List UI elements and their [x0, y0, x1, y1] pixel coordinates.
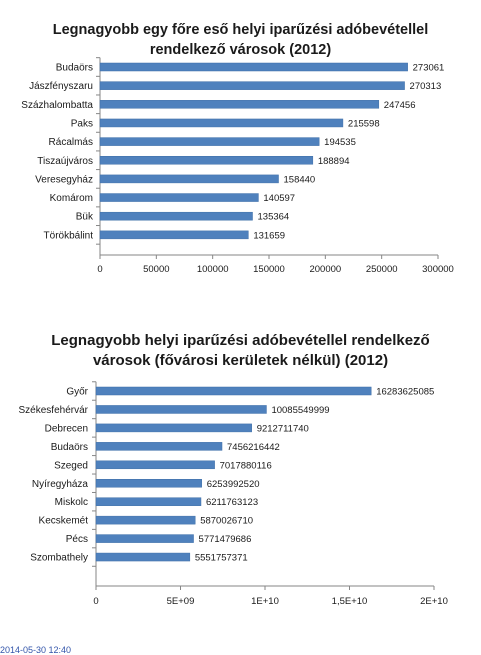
- chart2-category-label: Nyíregyháza: [32, 479, 89, 490]
- chart1-bar: [99, 100, 380, 109]
- chart1-title-line2: rendelkező városok (2012): [149, 42, 332, 58]
- chart2-bar: [95, 460, 215, 470]
- chart1-value-label: 270313: [410, 81, 442, 92]
- chart2-value-label: 10085549999: [271, 405, 329, 416]
- chart2-value-label: 16283625085: [376, 387, 434, 398]
- chart1-x-tick-label: 0: [97, 264, 102, 275]
- chart2-value-label: 9212711740: [257, 423, 309, 434]
- chart1-category-label: Törökbálint: [44, 230, 94, 241]
- chart1-category-label: Jászfényszaru: [29, 81, 93, 92]
- chart1-bar: [99, 156, 314, 165]
- chart1-x-tick-label: 300000: [422, 264, 454, 275]
- chart2-category-label: Miskolc: [55, 497, 88, 508]
- chart1-value-label: 194535: [324, 137, 356, 148]
- chart1-title: Legnagyobb egy főre eső helyi iparűzési …: [0, 20, 481, 60]
- chart2-bar: [95, 515, 196, 525]
- chart1-title-line1: Legnagyobb egy főre eső helyi iparűzési …: [52, 22, 429, 38]
- chart1-bar: [99, 211, 253, 221]
- chart1-category-label: Komárom: [50, 193, 93, 204]
- chart1-bar: [99, 230, 249, 240]
- chart2-x-tick-label: 5E+09: [167, 596, 195, 607]
- chart1-value-label: 135364: [258, 212, 290, 223]
- chart2-bar: [95, 405, 267, 414]
- chart1-x-tick-label: 250000: [366, 264, 398, 275]
- chart2-bar: [95, 479, 202, 488]
- chart2-x-tick-label: 1,5E+10: [332, 596, 368, 607]
- chart2-category-label: Győr: [66, 387, 88, 398]
- chart2-bar: [95, 552, 191, 562]
- chart2-value-label: 5870026710: [200, 516, 253, 527]
- chart1-value-label: 273061: [413, 63, 445, 74]
- chart2-value-label: 7017880116: [220, 460, 272, 471]
- chart1-bar: [99, 118, 344, 128]
- chart2-bar: [95, 423, 252, 433]
- chart2-value-label: 5551757371: [195, 553, 248, 564]
- chart1-x-tick-label: 50000: [143, 264, 169, 275]
- chart2-category-label: Kecskemét: [39, 516, 89, 527]
- chart2-x-tick-label: 0: [93, 596, 98, 607]
- chart1-category-label: Paks: [71, 118, 93, 129]
- chart2-bar: [95, 497, 202, 506]
- chart2-bar: [95, 534, 194, 543]
- chart1-category-label: Budaörs: [56, 63, 93, 74]
- chart1-value-label: 188894: [318, 156, 350, 167]
- chart1-value-label: 131659: [253, 230, 285, 241]
- chart1-bar: [99, 81, 405, 90]
- chart2-title: Legnagyobb helyi iparűzési adóbevétellel…: [0, 331, 481, 371]
- chart2-value-label: 6253992520: [207, 479, 260, 490]
- chart1-category-label: Tiszaújváros: [37, 156, 93, 167]
- chart1-category-label: Százhalombatta: [21, 100, 93, 111]
- chart1-bar: [99, 137, 320, 146]
- chart2-category-label: Szombathely: [30, 553, 88, 564]
- chart2-category-label: Szeged: [54, 460, 88, 471]
- chart2-category-label: Székesfehérvár: [19, 405, 89, 416]
- chart1-category-label: Bük: [76, 212, 94, 223]
- chart2-value-label: 5771479686: [199, 534, 252, 545]
- chart2-category-label: Pécs: [66, 534, 88, 545]
- chart1-category-label: Rácalmás: [49, 137, 93, 148]
- chart2-x-tick-label: 1E+10: [251, 596, 279, 607]
- chart1-x-tick-label: 200000: [309, 264, 341, 275]
- chart1-bar: [99, 62, 408, 72]
- chart1-category-label: Veresegyház: [35, 174, 93, 185]
- chart2-title-line2: városok (fővárosi kerületek nélkül) (201…: [92, 352, 389, 369]
- chart1-value-label: 247456: [384, 100, 416, 111]
- chart2-bar: [95, 442, 223, 451]
- chart-panel-total: [0, 322, 481, 622]
- chart2-value-label: 7456216442: [227, 442, 280, 453]
- chart2-category-label: Debrecen: [45, 423, 88, 434]
- chart1-value-label: 140597: [263, 193, 295, 204]
- chart1-plot: 0 50000 100000 150000 200000 250000 300000 Buda…: [21, 57, 454, 275]
- chart2-bar: [95, 386, 372, 396]
- chart2-value-label: 6211763123: [206, 497, 258, 508]
- chart2-category-label: Budaörs: [51, 442, 88, 453]
- chart1-bar: [99, 193, 259, 202]
- chart2-title-line1: Legnagyobb helyi iparűzési adóbevétellel…: [51, 332, 430, 349]
- chart1-x-tick-label: 100000: [197, 264, 229, 275]
- chart1-bar: [99, 174, 279, 184]
- footer-timestamp: 2014-05-30 12:40: [0, 645, 72, 655]
- chart1-x-tick-label: 150000: [253, 264, 285, 275]
- chart1-value-label: 158440: [284, 174, 316, 185]
- chart1-value-label: 215598: [348, 118, 380, 129]
- chart2-plot: 0 5E+09 1E+10 1,5E+10 2E+10 Győr 16283625085 Sz…: [19, 381, 448, 607]
- chart2-x-tick-label: 2E+10: [420, 596, 448, 607]
